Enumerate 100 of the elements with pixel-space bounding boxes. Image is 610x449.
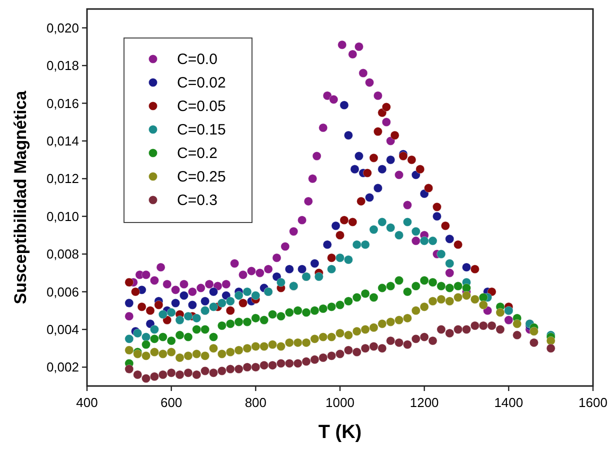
point (424, 184, 434, 193)
point (335, 230, 345, 240)
point (238, 298, 248, 308)
point (230, 258, 240, 268)
point (354, 151, 364, 161)
point (272, 253, 282, 262)
point (358, 68, 368, 78)
point (200, 296, 210, 306)
point (335, 328, 345, 338)
point (276, 342, 286, 351)
point (411, 236, 420, 246)
point (360, 240, 370, 250)
point (432, 202, 442, 212)
point (222, 280, 231, 289)
point (314, 272, 324, 282)
point (420, 236, 429, 246)
point (462, 283, 472, 293)
legend-label: C=0.05 (177, 98, 226, 115)
y-tick-label: 0,002 (46, 360, 79, 375)
point (179, 290, 189, 300)
point (440, 221, 450, 230)
point (217, 298, 226, 308)
point (150, 276, 160, 285)
point (293, 338, 302, 348)
point (504, 315, 514, 325)
point (298, 264, 307, 274)
point (454, 324, 463, 334)
point (420, 302, 429, 312)
point (454, 240, 463, 250)
point (158, 332, 168, 342)
point (158, 349, 168, 359)
point (386, 223, 396, 232)
point (369, 153, 378, 162)
point (386, 336, 396, 346)
x-tick-label: 1000 (326, 395, 354, 410)
point (208, 332, 218, 342)
point (188, 287, 197, 296)
point (470, 264, 480, 274)
point (302, 356, 311, 366)
point (373, 126, 382, 136)
point (308, 174, 318, 184)
point (335, 253, 345, 262)
x-tick-label: 1600 (578, 395, 608, 410)
point (137, 302, 146, 312)
point (268, 310, 278, 319)
point (318, 123, 328, 132)
point (234, 364, 244, 374)
point (154, 300, 164, 310)
point (373, 91, 382, 100)
point (352, 292, 362, 302)
point (242, 362, 252, 372)
point (402, 287, 412, 296)
point (350, 164, 360, 174)
point (496, 308, 505, 318)
point (276, 312, 286, 321)
point (386, 282, 396, 291)
point (470, 321, 480, 330)
point (302, 308, 311, 318)
point (344, 130, 353, 140)
point (208, 287, 218, 296)
point (289, 226, 298, 236)
point (141, 340, 151, 350)
point (184, 351, 193, 360)
point (234, 317, 244, 326)
point (390, 130, 400, 140)
point (260, 360, 269, 370)
point (150, 334, 160, 344)
legend-label: C=0.2 (177, 145, 218, 162)
point (124, 346, 134, 355)
point (327, 253, 336, 262)
point (394, 315, 404, 325)
point (462, 262, 472, 272)
point (369, 224, 378, 234)
x-tick-label: 400 (76, 395, 98, 410)
point (478, 292, 488, 302)
point (322, 240, 332, 250)
point (133, 370, 142, 380)
point (310, 355, 320, 364)
point (420, 276, 429, 285)
point (318, 304, 328, 314)
point (364, 192, 374, 202)
point (184, 332, 193, 342)
point (378, 344, 387, 353)
point (411, 226, 420, 236)
point (378, 164, 387, 174)
point (242, 344, 252, 353)
legend-label: C=0.02 (177, 74, 226, 92)
point (344, 296, 353, 306)
point (226, 306, 235, 316)
point (318, 353, 328, 362)
point (360, 324, 370, 334)
legend-label: C=0.15 (177, 122, 226, 138)
point (327, 351, 336, 360)
point (356, 196, 366, 206)
point (234, 346, 244, 355)
point (378, 283, 387, 293)
point (302, 338, 311, 348)
point (344, 330, 353, 340)
point (445, 296, 454, 306)
point (378, 319, 387, 328)
